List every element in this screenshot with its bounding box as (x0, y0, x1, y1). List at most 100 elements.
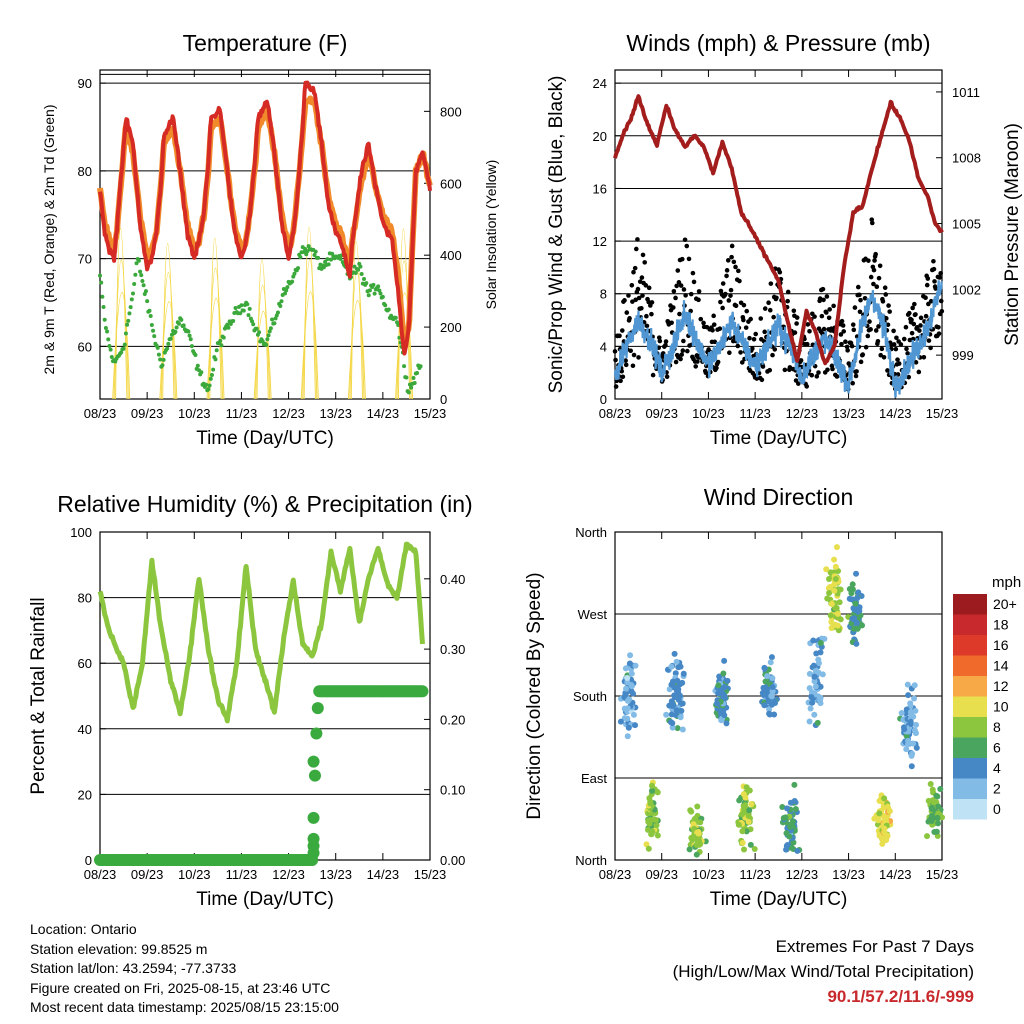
x-tick-label: 09/23 (131, 867, 164, 882)
gust-point (850, 380, 855, 386)
gust-point (681, 338, 686, 344)
legend-swatch (953, 614, 987, 635)
y-tick-label: South (573, 689, 607, 704)
figure-created: Figure created on Fri, 2025-08-15, at 23… (30, 979, 331, 996)
direction-point (848, 590, 855, 597)
direction-point (679, 679, 686, 686)
direction-point (760, 684, 767, 691)
gust-point (698, 316, 704, 322)
gust-point (724, 273, 729, 279)
direction-point (910, 740, 917, 747)
direction-point (817, 649, 824, 656)
gust-point (618, 378, 623, 384)
direction-point (911, 682, 918, 689)
gust-point (885, 368, 890, 373)
dewpoint-point (415, 371, 420, 376)
y-tick-label-right: 1011 (952, 85, 980, 100)
dewpoint-point (371, 282, 376, 287)
dewpoint-point (254, 326, 259, 331)
direction-point (628, 670, 635, 677)
gust-point (917, 328, 922, 333)
gust-point (867, 319, 872, 324)
gust-point (821, 326, 827, 332)
gust-point (888, 342, 894, 347)
gust-point (656, 335, 662, 340)
x-tick-label: 11/23 (739, 406, 771, 421)
dewpoint-point (166, 341, 171, 346)
direction-xlabel: Time (Day/UTC) (710, 889, 848, 910)
legend-label: 16 (993, 637, 1009, 653)
gust-point (923, 313, 929, 319)
dewpoint-point (109, 354, 114, 359)
direction-point (663, 711, 670, 718)
direction-point (794, 847, 801, 854)
direction-point (879, 836, 886, 843)
direction-point (884, 803, 891, 810)
dewpoint-point (411, 375, 416, 380)
legend-label: 8 (993, 719, 1001, 735)
direction-point (833, 544, 840, 551)
direction-point (810, 637, 817, 644)
gust-point (681, 287, 687, 292)
direction-point (904, 741, 911, 748)
gust-point (881, 354, 887, 360)
gust-point (729, 254, 734, 260)
gust-point (738, 350, 743, 355)
direction-point (768, 692, 775, 699)
gust-point (750, 346, 755, 351)
rh-line (97, 541, 425, 724)
gust-point (925, 276, 931, 281)
direction-point (721, 657, 728, 664)
dewpoint-point (165, 346, 170, 351)
y-tick-label: West (578, 607, 608, 622)
gust-point (650, 372, 656, 378)
dewpoint-point (367, 288, 372, 293)
direction-point (832, 605, 839, 612)
gust-point (839, 318, 845, 324)
x-tick-label: 08/23 (599, 406, 632, 421)
gust-point (826, 315, 832, 321)
direction-point (742, 794, 749, 801)
direction-panel: Wind Direction 08/23 09/23 10/23 11/23 12/23 1… (524, 484, 958, 910)
gust-point (931, 266, 937, 272)
direction-point (881, 825, 888, 832)
dewpoint-point (409, 385, 414, 390)
y-tick-label-right: 0.40 (440, 572, 465, 587)
dewpoint-point (304, 252, 309, 257)
gust-point (718, 299, 723, 305)
x-tick-label: 11/23 (226, 406, 258, 421)
gust-point (670, 305, 676, 310)
gust-point (838, 332, 844, 337)
direction-point (741, 804, 748, 811)
gust-point (898, 342, 904, 347)
y-tick-label-right: 400 (440, 248, 462, 263)
gust-point (824, 294, 830, 299)
x-tick-label: 13/23 (319, 867, 352, 882)
y-tick-label-right: 600 (440, 176, 462, 191)
direction-point (811, 673, 818, 680)
dewpoint-point (207, 383, 212, 388)
gust-point (636, 295, 642, 301)
gust-point (850, 322, 856, 327)
gust-point (679, 352, 685, 357)
rainfall-point (311, 702, 324, 715)
dewpoint-point (152, 334, 157, 339)
gust-point (891, 328, 896, 334)
direction-point (852, 600, 859, 607)
dewpoint-point (160, 363, 165, 368)
direction-point (745, 818, 752, 825)
dewpoint-point (246, 313, 251, 318)
gust-point (924, 282, 930, 288)
direction-point (624, 715, 631, 722)
humidity-xlabel: Time (Day/UTC) (196, 889, 334, 910)
direction-point (622, 665, 629, 672)
direction-point (721, 695, 728, 702)
direction-point (825, 585, 832, 592)
direction-point (761, 665, 768, 672)
direction-point (626, 696, 633, 703)
gust-point (758, 316, 764, 321)
rainfall-point (310, 727, 323, 740)
gust-point (819, 313, 825, 319)
dewpoint-point (233, 305, 238, 310)
